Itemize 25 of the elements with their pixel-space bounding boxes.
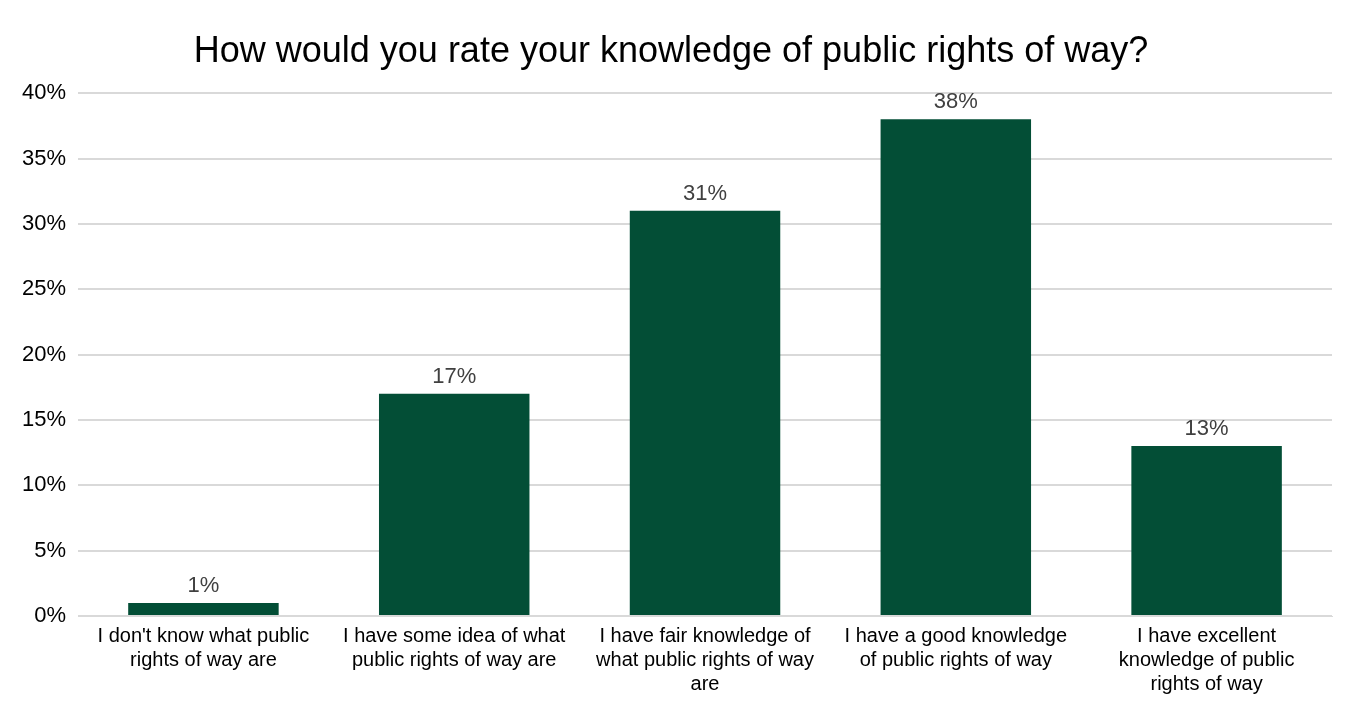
y-tick-label: 10%: [21, 471, 67, 497]
data-label: 1%: [187, 571, 220, 597]
bar: [880, 119, 1032, 615]
x-tick-label: I have fair knowledge of what public rights of way are: [595, 623, 814, 694]
x-tick-label: I don't know what public rights of way are: [97, 623, 310, 670]
y-tick-label: 15%: [21, 406, 67, 432]
x-tick-label: I have a good knowledge of public rights of way: [844, 623, 1068, 670]
x-tick-label: I have some idea of what public rights of way are: [343, 623, 566, 670]
chart-title: How would you rate your knowledge of public rights of way?: [193, 28, 1149, 70]
data-label: 31%: [682, 179, 728, 205]
data-label: 13%: [1184, 415, 1229, 441]
y-tick-label: 35%: [21, 144, 67, 170]
bar: [629, 210, 781, 615]
y-tick-label: 25%: [21, 275, 67, 301]
bar: [128, 602, 279, 615]
x-tick-label: I have excellent knowledge of public rights of way: [1118, 623, 1295, 694]
y-tick-label: 40%: [21, 79, 67, 105]
y-tick-label: 5%: [34, 536, 67, 562]
bar: [1131, 446, 1282, 615]
data-label: 38%: [933, 88, 978, 114]
y-tick-label: 20%: [21, 340, 67, 366]
data-label: 17%: [432, 362, 477, 388]
y-tick-label: 30%: [21, 209, 67, 235]
bar: [378, 393, 530, 615]
y-tick-label: 0%: [34, 602, 67, 628]
